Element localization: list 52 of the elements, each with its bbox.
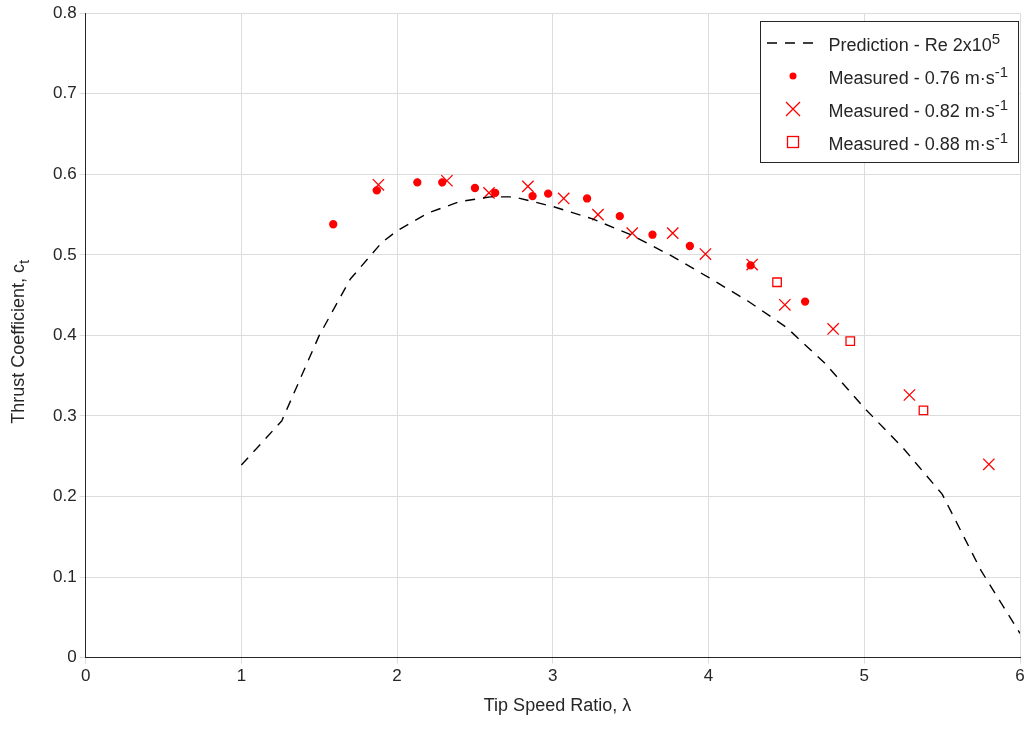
point xyxy=(491,188,500,197)
x-tick-label: 3 xyxy=(548,666,558,686)
point xyxy=(746,261,755,270)
legend-label: Measured - 0.82 m·s$^{-1}$ xyxy=(828,95,1008,122)
x-tick-label: 4 xyxy=(703,666,714,686)
x-tick-label: 6 xyxy=(1015,666,1025,686)
y-tick-label: 0.3 xyxy=(52,405,77,425)
legend-label: Prediction - Re 2x10$^{5}$ xyxy=(828,29,1001,56)
point xyxy=(528,191,537,201)
point xyxy=(778,298,792,312)
point xyxy=(666,226,680,240)
x-tick-label: 5 xyxy=(859,666,870,686)
legend-label: Measured - 0.88 m·s$^{-1}$ xyxy=(828,128,1008,155)
point xyxy=(582,194,592,203)
point xyxy=(615,212,624,221)
point xyxy=(591,208,605,221)
point xyxy=(745,258,759,271)
point xyxy=(625,226,639,240)
point xyxy=(521,180,535,193)
point xyxy=(772,277,782,288)
point xyxy=(372,186,381,195)
point xyxy=(648,230,657,239)
point xyxy=(557,192,571,205)
point xyxy=(372,178,385,192)
y-tick-label: 0.2 xyxy=(52,486,77,506)
point xyxy=(800,297,810,306)
point xyxy=(826,322,840,336)
y-tick-label: 0.1 xyxy=(52,566,77,586)
point xyxy=(329,220,338,229)
x-axis-title: Tip Speed Ratio, λ xyxy=(482,695,633,716)
point xyxy=(699,247,712,261)
point xyxy=(413,178,422,187)
point xyxy=(845,336,856,346)
point xyxy=(918,405,929,416)
y-tick-label: 0.8 xyxy=(52,2,77,22)
y-tick-label: 0 xyxy=(67,647,77,667)
point xyxy=(685,241,695,251)
legend-label: Measured - 0.76 m·s$^{-1}$ xyxy=(828,62,1008,89)
point xyxy=(438,178,447,187)
x-tick-label: 0 xyxy=(80,666,91,686)
point xyxy=(543,189,553,198)
y-tick-label: 0.7 xyxy=(52,83,77,103)
y-tick-label: 0.4 xyxy=(52,325,77,345)
y-tick-label: 0.6 xyxy=(52,163,77,183)
point xyxy=(903,388,916,402)
x-tick-label: 2 xyxy=(392,666,402,686)
y-tick-label: 0.5 xyxy=(52,244,77,264)
point xyxy=(440,174,454,188)
x-tick-label: 1 xyxy=(236,666,247,686)
point xyxy=(482,186,496,200)
point xyxy=(982,457,996,471)
point xyxy=(470,183,480,193)
